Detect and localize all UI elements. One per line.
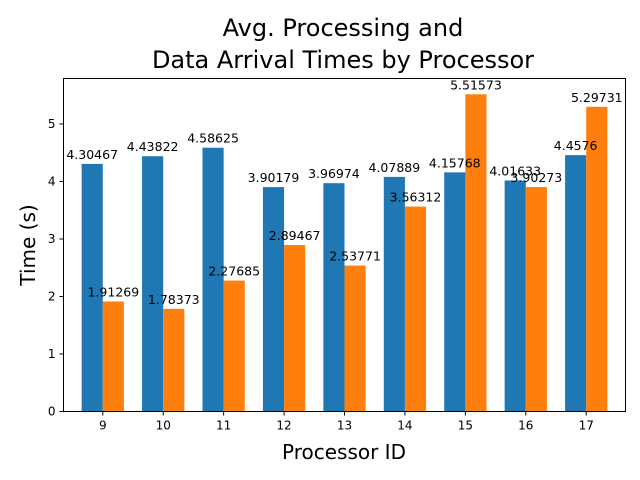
chart-title-line-2: Data Arrival Times by Processor — [152, 46, 534, 74]
data-label-series-1-14: 4.07889 — [369, 160, 421, 175]
data-label-series-1-15: 4.15768 — [429, 155, 481, 170]
bar-series-2-15 — [465, 94, 487, 412]
bar-series-2-16 — [525, 187, 547, 412]
x-axis-ticks: 9 10 11 12 13 14 15 16 17 — [99, 411, 594, 433]
data-label-series-2-17: 5.29731 — [571, 90, 623, 105]
bar-series-2-13 — [344, 265, 366, 412]
x-tick-label: 15 — [458, 419, 473, 433]
data-label-series-1-13: 3.96974 — [308, 166, 360, 181]
bar-series-2-12 — [284, 245, 306, 412]
y-axis-label: Time (s) — [16, 204, 40, 286]
data-label-series-1-9: 4.30467 — [66, 147, 118, 162]
x-tick-label: 12 — [276, 419, 291, 433]
bar-series-1-17 — [565, 155, 587, 412]
bar-series-1-11 — [202, 147, 224, 412]
x-tick-label: 17 — [579, 419, 594, 433]
data-labels-group: 4.30467 1.91269 4.43822 1.78373 4.58625 2.276… — [66, 77, 622, 307]
x-tick-label: 10 — [156, 419, 171, 433]
data-label-series-2-15: 5.51573 — [450, 77, 502, 92]
y-axis-ticks: 0 1 2 3 4 5 — [48, 117, 64, 419]
y-tick-label: 4 — [48, 174, 56, 188]
data-label-series-1-10: 4.43822 — [127, 139, 179, 154]
chart-title-line-1: Avg. Processing and — [223, 14, 464, 42]
x-tick-label: 13 — [337, 419, 352, 433]
x-tick-label: 16 — [518, 419, 533, 433]
data-label-series-2-9: 1.91269 — [88, 284, 140, 299]
bar-series-1-16 — [504, 180, 526, 412]
data-label-series-1-17: 4.4576 — [554, 138, 598, 153]
y-tick-label: 0 — [48, 405, 56, 419]
data-label-series-2-12: 2.89467 — [269, 228, 321, 243]
data-label-series-2-14: 3.56312 — [390, 190, 442, 205]
data-label-series-2-13: 2.53771 — [329, 249, 381, 264]
y-tick-label: 2 — [48, 289, 56, 303]
bar-series-1-14 — [383, 176, 405, 412]
bar-series-1-13 — [323, 183, 345, 412]
bar-series-2-17 — [586, 106, 608, 412]
data-label-series-1-11: 4.58625 — [187, 131, 239, 146]
bar-series-2-14 — [404, 206, 427, 412]
data-label-series-1-12: 3.90179 — [248, 170, 300, 185]
data-label-series-1-16: 4.01633 — [489, 164, 541, 179]
y-tick-label: 5 — [48, 117, 56, 131]
data-label-series-2-10: 1.78373 — [148, 292, 200, 307]
bar-series-1-15 — [444, 172, 466, 412]
bar-series-2-9 — [102, 301, 124, 412]
bars-group — [81, 94, 608, 412]
bar-series-2-10 — [163, 308, 185, 412]
bar-series-1-9 — [81, 163, 103, 412]
bar-series-1-10 — [142, 156, 164, 412]
x-tick-label: 9 — [99, 419, 107, 433]
data-label-series-2-11: 2.27685 — [208, 264, 260, 279]
y-tick-label: 1 — [48, 347, 56, 361]
bar-series-1-12 — [262, 187, 285, 412]
plot-frame — [63, 78, 626, 412]
x-axis-label: Processor ID — [282, 440, 406, 464]
data-label-series-2-16: 3.90273 — [511, 170, 563, 185]
x-tick-label: 14 — [397, 419, 412, 433]
x-tick-label: 11 — [216, 419, 231, 433]
y-tick-label: 3 — [48, 232, 56, 246]
bar-series-2-11 — [223, 280, 245, 412]
